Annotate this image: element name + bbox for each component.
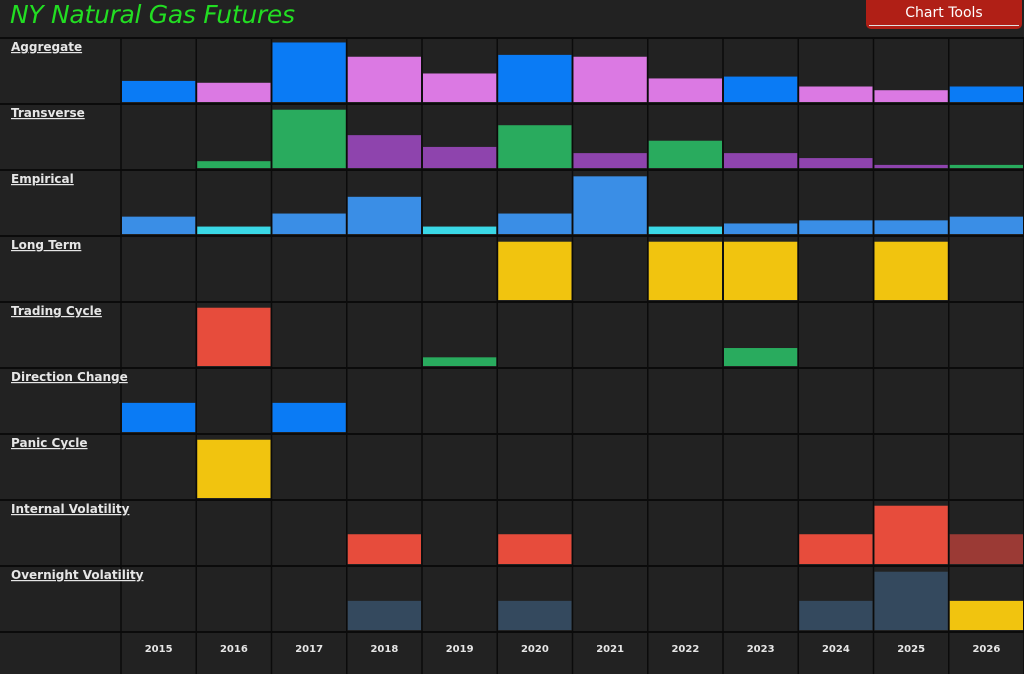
bar-transverse-2019 [423, 146, 497, 168]
chart-grid [0, 37, 1024, 674]
year-tick-label: 2020 [521, 644, 549, 655]
row-label: Panic Cycle [11, 436, 88, 450]
bar-transverse-2024 [799, 158, 873, 168]
bar-panic-cycle-2016 [197, 439, 271, 498]
bar-internal-volatility-2020 [498, 534, 572, 564]
bar-aggregate-2017 [272, 42, 346, 102]
bar-internal-volatility-2025 [874, 505, 948, 564]
bar-aggregate-2024 [799, 86, 873, 102]
row-labels: Aggregate Transverse Empirical Long Term Tra… [11, 40, 144, 582]
bar-aggregate-2015 [122, 80, 196, 102]
bar-empirical-2020 [498, 213, 572, 234]
row-label: Trading Cycle [11, 304, 102, 318]
chart-bars [122, 42, 1023, 630]
bar-empirical-2016 [197, 226, 271, 234]
bar-transverse-2020 [498, 125, 572, 168]
year-tick-label: 2019 [446, 644, 474, 655]
bar-direction-change-2015 [122, 402, 196, 432]
row-label: Long Term [11, 238, 81, 252]
bar-long-term-2025 [874, 241, 948, 300]
bar-overnight-volatility-2024 [799, 600, 873, 630]
year-tick-label: 2016 [220, 644, 248, 655]
bar-transverse-2026 [949, 164, 1023, 168]
bar-empirical-2015 [122, 216, 196, 234]
bar-aggregate-2019 [423, 73, 497, 102]
bar-overnight-volatility-2025 [874, 571, 948, 630]
bar-empirical-2024 [799, 220, 873, 234]
bar-trading-cycle-2016 [197, 307, 271, 366]
row-label: Direction Change [11, 370, 128, 384]
row-label: Empirical [11, 172, 74, 186]
bar-transverse-2016 [197, 161, 271, 168]
year-tick-label: 2018 [370, 644, 398, 655]
bar-aggregate-2021 [573, 56, 647, 102]
year-tick-label: 2026 [972, 644, 1000, 655]
bar-aggregate-2016 [197, 82, 271, 102]
bar-empirical-2019 [423, 226, 497, 234]
bar-aggregate-2026 [949, 86, 1023, 102]
year-tick-label: 2021 [596, 644, 624, 655]
bar-aggregate-2023 [724, 76, 798, 102]
bar-internal-volatility-2026 [949, 534, 1023, 564]
page-title: NY Natural Gas Futures [10, 0, 295, 29]
bar-internal-volatility-2018 [347, 534, 421, 564]
bar-empirical-2022 [648, 226, 722, 234]
bar-empirical-2026 [949, 216, 1023, 234]
bar-transverse-2023 [724, 153, 798, 168]
bar-aggregate-2025 [874, 90, 948, 102]
bar-trading-cycle-2019 [423, 357, 497, 366]
bar-long-term-2020 [498, 241, 572, 300]
bar-direction-change-2017 [272, 402, 346, 432]
bar-empirical-2023 [724, 223, 798, 234]
bar-transverse-2018 [347, 135, 421, 168]
row-label: Internal Volatility [11, 502, 130, 516]
bar-transverse-2021 [573, 153, 647, 168]
year-tick-label: 2017 [295, 644, 323, 655]
bar-trading-cycle-2023 [724, 348, 798, 366]
bar-empirical-2021 [573, 176, 647, 234]
bar-empirical-2017 [272, 213, 346, 234]
bar-transverse-2022 [648, 140, 722, 168]
year-tick-label: 2024 [822, 644, 850, 655]
bar-internal-volatility-2024 [799, 534, 873, 564]
chart-tools-button[interactable]: Chart Tools [866, 0, 1022, 29]
row-label: Overnight Volatility [11, 568, 144, 582]
year-labels: 2015 2016 2017 2018 2019 2020 2021 2022 2023 2024… [145, 644, 1001, 655]
bar-long-term-2022 [648, 241, 722, 300]
year-tick-label: 2023 [747, 644, 775, 655]
row-label: Transverse [11, 106, 85, 120]
bar-transverse-2025 [874, 164, 948, 168]
bar-overnight-volatility-2018 [347, 600, 421, 630]
year-tick-label: 2025 [897, 644, 925, 655]
year-tick-label: 2015 [145, 644, 173, 655]
bar-aggregate-2020 [498, 54, 572, 102]
bar-aggregate-2018 [347, 56, 421, 102]
bar-aggregate-2022 [648, 78, 722, 102]
bar-transverse-2017 [272, 109, 346, 168]
bar-overnight-volatility-2020 [498, 600, 572, 630]
year-tick-label: 2022 [671, 644, 699, 655]
bar-empirical-2018 [347, 196, 421, 234]
bar-long-term-2023 [724, 241, 798, 300]
bar-overnight-volatility-2026 [949, 600, 1023, 630]
bar-empirical-2025 [874, 220, 948, 234]
row-label: Aggregate [11, 40, 82, 54]
